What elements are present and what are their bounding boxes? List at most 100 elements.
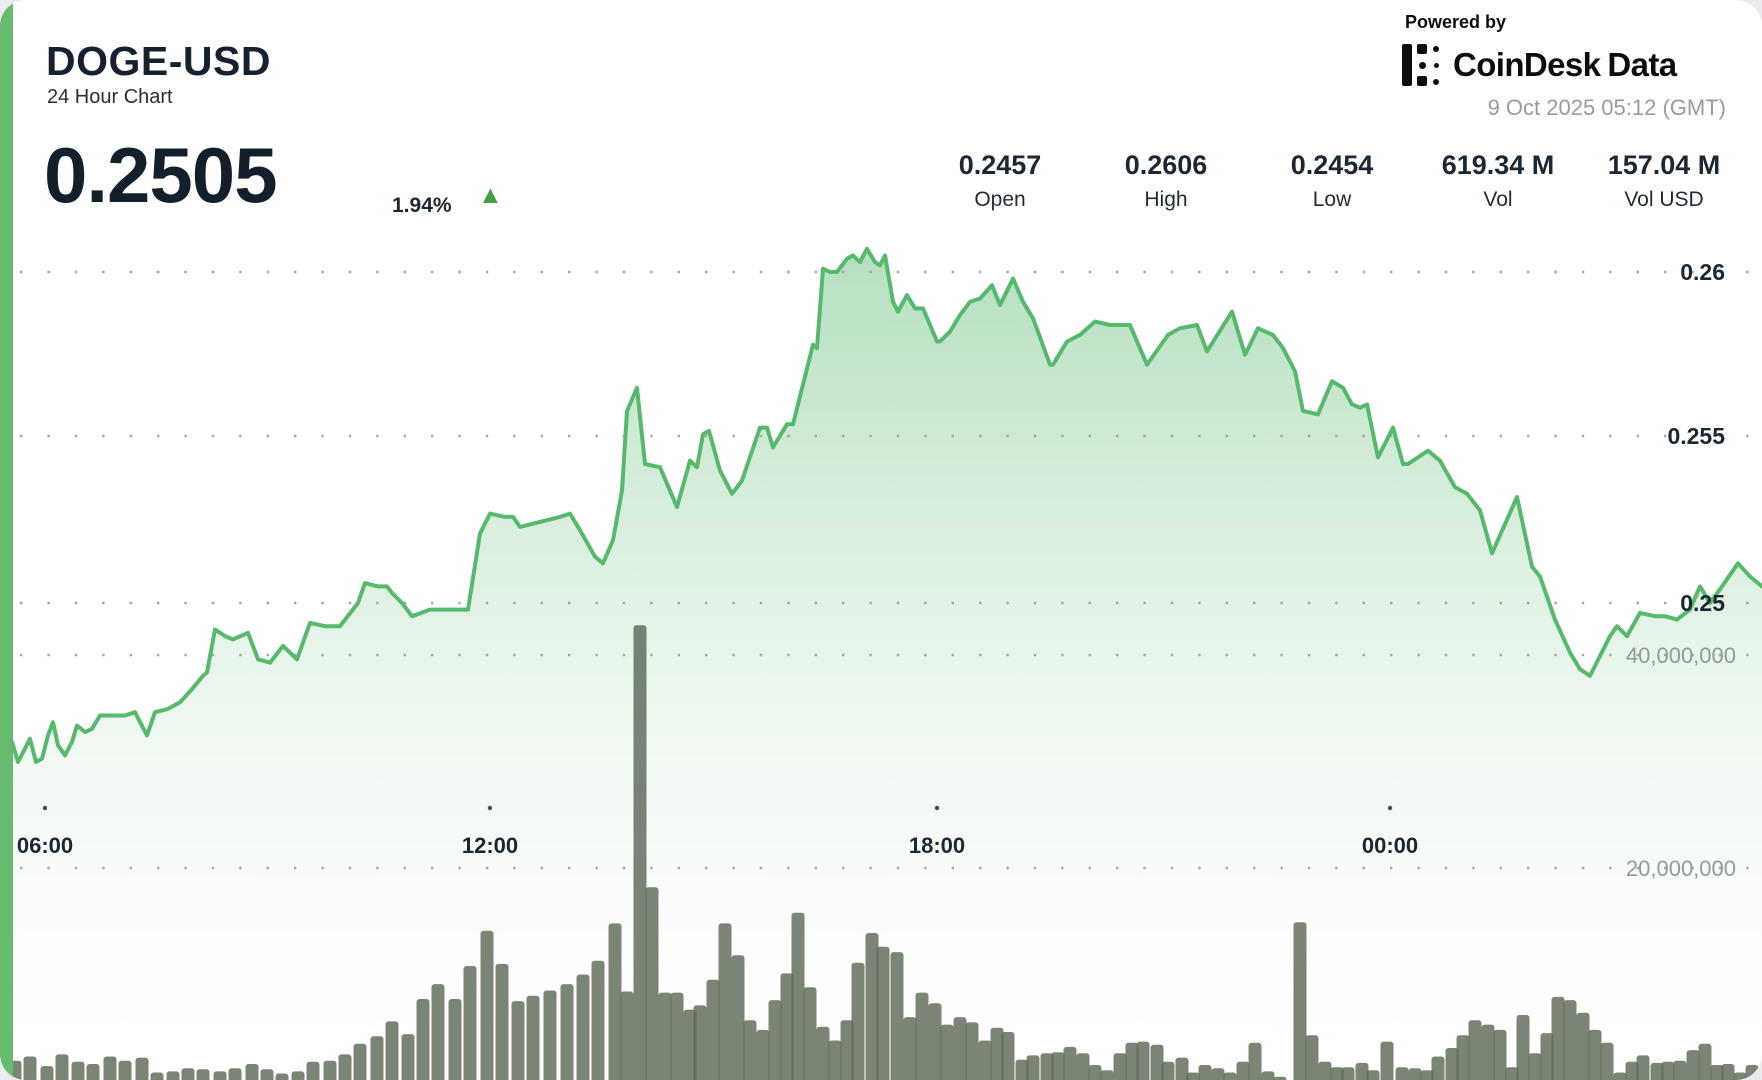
last-price: 0.2505 (44, 131, 278, 219)
y-axis-volume-label: 20,000,000 (1626, 856, 1736, 881)
volume-bar (1076, 1053, 1090, 1080)
volume-bar (1468, 1020, 1482, 1080)
volume-bar (401, 1034, 415, 1080)
stat-high: 0.2606 High (1083, 150, 1249, 212)
volume-bar (150, 1072, 164, 1080)
volume-bar (816, 1026, 830, 1080)
coindesk-brand[interactable]: CoinDesk Data (1402, 44, 1726, 86)
volume-bar (978, 1040, 992, 1080)
coindesk-brand-text: CoinDesk Data (1453, 46, 1677, 84)
volume-bar (940, 1024, 954, 1080)
price-line-path (10, 246, 1762, 764)
volume-bar (166, 1071, 180, 1080)
volume-bar (828, 1040, 842, 1080)
volume-bar (683, 1009, 697, 1080)
powered-by-label: Powered by (1405, 12, 1507, 32)
volume-bar (1051, 1052, 1065, 1080)
volume-bar (1341, 1067, 1355, 1080)
volume-bar (953, 1017, 967, 1080)
volume-bar (865, 933, 879, 1080)
change-percent: 1.94% (392, 194, 452, 217)
brand-word-data: Data (1607, 46, 1677, 83)
x-axis-label: 18:00 (909, 833, 965, 858)
volume-bar (260, 1069, 274, 1080)
volume-bar (1733, 1072, 1747, 1080)
volume-bar (1745, 1065, 1759, 1080)
volume-bar (448, 999, 462, 1080)
volume-bar (1100, 1070, 1114, 1080)
volume-bar (620, 991, 634, 1080)
volume-bar (1686, 1050, 1700, 1080)
volume-bar (903, 1017, 917, 1080)
volume-bar (780, 973, 794, 1080)
volume-bar (1505, 1067, 1519, 1080)
x-axis-label: 12:00 (462, 833, 518, 858)
y-axis-price-label: 0.25 (1680, 590, 1725, 616)
volume-bar (1366, 1070, 1380, 1080)
volume-bar (1673, 1060, 1687, 1080)
x-axis-label: 00:00 (1362, 833, 1418, 858)
up-triangle-icon: ▲ (478, 181, 503, 209)
ohlcv-stats-row: 0.2457 Open 0.2606 High 0.2454 Low 619.34 M Vol… (917, 150, 1747, 212)
volume-bar (851, 962, 865, 1080)
volume-bar (928, 1003, 942, 1080)
volume-bar (768, 1000, 782, 1080)
volume-bar (228, 1068, 242, 1080)
x-tick-dot (42, 805, 48, 811)
volume-bar (1516, 1015, 1530, 1080)
volume-bar (71, 1061, 85, 1080)
volume-bar (915, 992, 929, 1080)
x-axis-ticks (42, 805, 1393, 811)
volume-bar (511, 1001, 525, 1080)
volume-bar (706, 979, 720, 1080)
volume-bar (608, 923, 622, 1080)
volume-bars (8, 625, 1759, 1080)
volume-bar (1318, 1061, 1332, 1080)
stat-label-open: Open (974, 188, 1026, 212)
volume-bar (40, 1066, 54, 1080)
brand-word-coindesk: CoinDesk (1453, 46, 1601, 83)
stat-vol-usd: 157.04 M Vol USD (1581, 150, 1747, 212)
volume-bar (1456, 1035, 1470, 1080)
volume-bar (1040, 1053, 1054, 1080)
volume-bar (1175, 1057, 1189, 1080)
volume-bar (86, 1064, 100, 1080)
y-axis-volume-label: 40,000,000 (1626, 643, 1736, 668)
volume-bar (1528, 1053, 1542, 1080)
volume-bar (1211, 1068, 1225, 1080)
volume-bar (1551, 996, 1565, 1080)
volume-bar (275, 1073, 289, 1080)
volume-bar (1431, 1056, 1445, 1080)
volume-bar (756, 1029, 770, 1080)
x-tick-dot (934, 805, 940, 811)
volume-bar (1625, 1061, 1639, 1080)
volume-bar (1161, 1061, 1175, 1080)
volume-bar (1636, 1055, 1650, 1080)
stat-label-high: High (1144, 188, 1188, 212)
volume-bar (1588, 1029, 1602, 1080)
volume-bar (213, 1071, 227, 1080)
volume-bar (1420, 1070, 1434, 1080)
stat-low: 0.2454 Low (1249, 150, 1415, 212)
stat-value-low: 0.2454 (1290, 150, 1374, 180)
volume-bar (743, 1020, 757, 1080)
volume-bar (196, 1069, 210, 1080)
volume-bar (1198, 1065, 1212, 1080)
volume-bar (370, 1036, 384, 1080)
volume-bar (1540, 1033, 1554, 1080)
left-accent-stripe (0, 0, 13, 1080)
volume-bar (1721, 1064, 1735, 1080)
volume-bar (591, 960, 605, 1080)
volume-bar (1150, 1044, 1164, 1080)
volume-bar (416, 999, 430, 1080)
stat-label-vol: Vol (1483, 188, 1513, 212)
volume-bar (1661, 1061, 1675, 1080)
volume-bar (1015, 1059, 1029, 1080)
volume-bar (431, 984, 445, 1080)
volume-bar (495, 963, 509, 1080)
stat-value-open: 0.2457 (958, 150, 1042, 180)
axis-labels: 06:00 12:00 18:00 00:00 0.26 0.255 0.25 40,000,… (17, 259, 1736, 881)
volume-bar (55, 1054, 69, 1080)
